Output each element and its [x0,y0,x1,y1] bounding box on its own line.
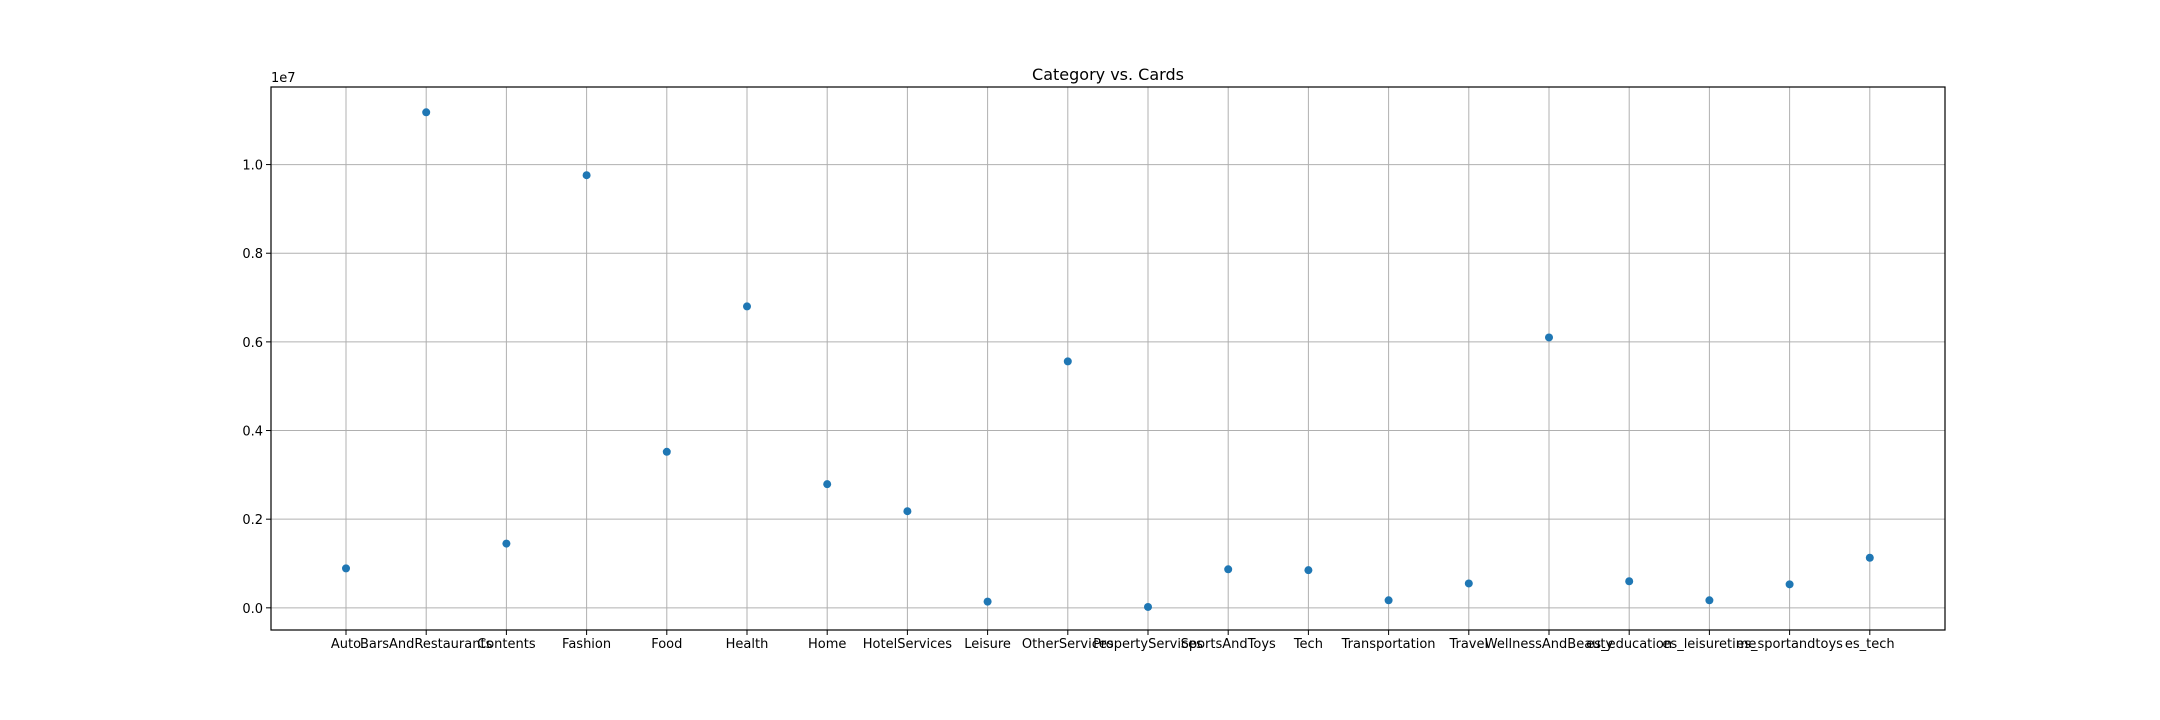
grid-layer [271,87,1945,630]
scatter-point [502,539,511,548]
x-tick-label: Health [726,637,769,652]
x-tick-label: WellnessAndBeauty [1485,637,1614,652]
x-tick-label: es_education [1586,637,1672,652]
scatter-point [1144,602,1152,611]
scatter-point [1464,579,1473,588]
y-tick-label: 0.6 [242,336,263,351]
scatter-point [1063,357,1072,366]
x-tick-label: Leisure [964,637,1011,652]
x-tick-label: Transportation [1341,637,1436,652]
plot-area-frame [270,86,1946,631]
tick-layer: 0.0 0.2 0.4 0.6 0.8 1.0 AutoBarsAndRestaurants… [242,159,1894,652]
scatter-point [1304,566,1313,575]
scatter-point [342,564,350,573]
x-tick-label: Travel [1448,637,1488,652]
scatter-point [582,171,591,180]
x-tick-label: Food [651,637,682,652]
x-tick-label: Tech [1293,637,1323,652]
x-tick-label: es_leisuretime [1662,637,1756,652]
scatter-point [1224,565,1233,574]
scatter-point [1785,580,1794,589]
x-tick-label: Fashion [562,637,611,652]
scatter-point [1625,577,1634,586]
x-tick-label: Home [808,637,846,652]
x-tick-label: es_sportandtoys [1736,637,1843,652]
chart-title: Category vs. Cards [1032,65,1184,84]
y-tick-label: 1.0 [242,159,263,174]
scatter-point [1865,553,1874,562]
x-tick-label: Auto [331,637,361,652]
y-tick-label: 0.4 [242,425,263,440]
scatter-point [983,597,992,606]
scatter-point [1545,333,1553,342]
y-axis-offset-label: 1e7 [271,71,296,86]
scatter-point [422,108,431,117]
scatter-point [662,447,671,456]
x-tick-label: OtherServices [1022,637,1114,652]
scatter-point [743,302,751,311]
x-tick-label: Contents [477,637,536,652]
x-tick-label: HotelServices [863,637,952,652]
scatter-point [1384,596,1393,605]
y-tick-label: 0.8 [242,247,263,262]
x-tick-label: PropertyServices [1093,637,1203,652]
y-tick-label: 0.2 [242,513,263,528]
y-tick-label: 0.0 [242,602,263,617]
x-tick-label: SportsAndToys [1181,637,1276,652]
scatter-point [823,480,832,489]
scatter-points [342,108,1874,611]
scatter-point [903,507,912,516]
scatter-point [1705,596,1714,605]
x-tick-label: BarsAndRestaurants [360,637,493,652]
x-tick-label: es_tech [1845,637,1895,652]
